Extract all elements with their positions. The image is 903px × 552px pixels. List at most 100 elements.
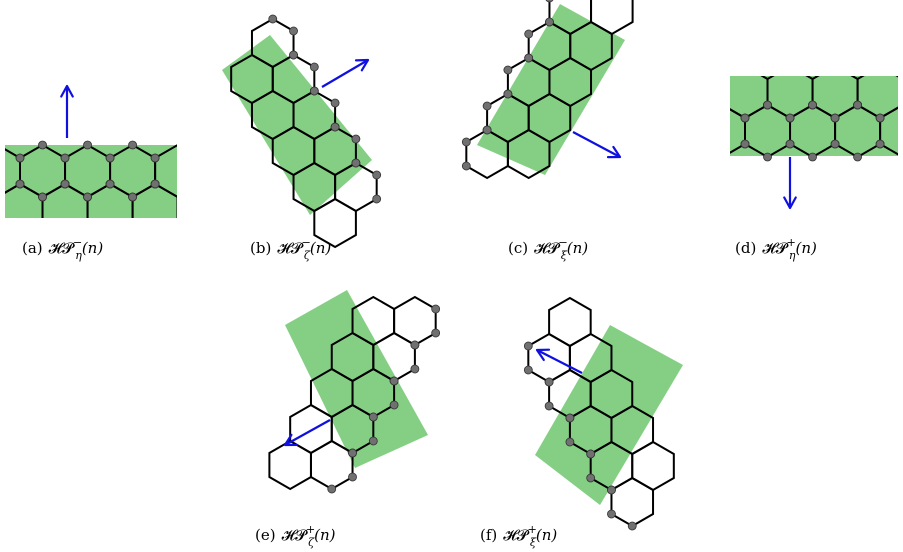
boundary-vertex: [372, 170, 382, 180]
boundary-vertex: [83, 140, 92, 150]
panel-b-hexagon-lattice: [222, 14, 382, 249]
boundary-vertex: [853, 152, 862, 162]
boundary-vertex: [565, 437, 575, 447]
caption-e: (e) 𝓗𝓟+ ζ(n): [255, 523, 336, 549]
lattice-edges: [523, 296, 675, 531]
boundary-vertex: [523, 341, 533, 351]
direction-arrow-shaft: [284, 419, 331, 446]
caption-f: (f) 𝓗𝓟+ ξ(n): [480, 523, 557, 549]
caption-a: (a) 𝓗𝓟− η(n): [22, 236, 103, 262]
boundary-vertex: [351, 134, 361, 144]
boundary-vertex: [607, 485, 616, 495]
boundary-vertex: [461, 137, 471, 147]
boundary-vertex: [368, 436, 378, 446]
boundary-vertex: [289, 50, 298, 60]
boundary-vertex: [607, 509, 616, 519]
boundary-vertex: [544, 377, 554, 387]
boundary-vertex: [351, 158, 361, 168]
boundary-vertex: [410, 364, 420, 374]
boundary-vertex: [503, 65, 513, 75]
boundary-vertex: [524, 29, 534, 39]
boundary-vertex: [830, 113, 840, 123]
caption-b: (b) 𝓗𝓟− ζ(n): [250, 236, 331, 262]
boundary-vertex: [60, 153, 70, 163]
boundary-vertex: [524, 53, 534, 63]
boundary-vertex: [330, 98, 340, 108]
direction-arrow-head: [283, 433, 299, 447]
boundary-vertex: [128, 192, 137, 202]
boundary-vertex: [565, 413, 575, 423]
boundary-vertex: [309, 86, 319, 96]
boundary-vertex: [268, 14, 278, 24]
panel-c-hexagon-lattice: [461, 0, 634, 180]
boundary-vertex: [763, 100, 772, 110]
boundary-vertex: [289, 26, 298, 36]
boundary-vertex: [482, 125, 492, 135]
boundary-vertex: [785, 139, 795, 149]
boundary-vertex: [327, 484, 337, 494]
hexagon-cell: [313, 197, 357, 249]
boundary-vertex: [482, 101, 492, 111]
boundary-vertex: [523, 365, 533, 375]
boundary-vertex: [853, 100, 862, 110]
boundary-vertex: [627, 521, 637, 531]
boundary-vertex: [38, 192, 47, 202]
boundary-vertex: [368, 412, 378, 422]
panel-d-hexagon-lattice: [677, 66, 898, 210]
hexagon-cell: [677, 66, 722, 118]
panel-a-hexagon-lattice: [5, 84, 268, 236]
boundary-vertex: [60, 179, 70, 189]
boundary-vertex: [330, 122, 340, 132]
direction-arrow-head: [354, 58, 370, 72]
lattice-region: [5, 145, 177, 218]
boundary-vertex: [348, 448, 357, 458]
boundary-vertex: [740, 113, 750, 123]
boundary-vertex: [503, 89, 513, 99]
boundary-vertex: [785, 113, 795, 123]
boundary-vertex: [544, 401, 554, 411]
hexagon-cell: [223, 184, 268, 236]
boundary-vertex: [150, 153, 160, 163]
lattice-region: [730, 76, 898, 156]
boundary-vertex: [309, 62, 319, 72]
boundary-vertex: [431, 304, 441, 314]
hexagon-cell: [548, 296, 592, 348]
boundary-vertex: [389, 400, 399, 410]
boundary-vertex: [150, 179, 160, 189]
lattice-edges: [268, 295, 441, 494]
lattice-region: [477, 4, 625, 175]
hexagon-cell: [590, 0, 634, 36]
boundary-vertex: [389, 376, 399, 386]
boundary-vertex: [372, 194, 382, 204]
boundary-vertex: [875, 139, 885, 149]
caption-d: (d) 𝓗𝓟+ η(n): [735, 236, 817, 262]
boundary-vertex: [740, 139, 750, 149]
lattice-edges: [461, 0, 634, 180]
boundary-vertex: [586, 473, 596, 483]
direction-arrow-head: [535, 348, 551, 362]
boundary-vertex: [830, 139, 840, 149]
boundary-vertex: [410, 340, 420, 350]
boundary-vertex: [808, 100, 817, 110]
direction-arrow-head: [606, 145, 622, 159]
hexagon-cell: [176, 196, 177, 218]
boundary-vertex: [875, 113, 885, 123]
boundary-vertex: [545, 17, 554, 27]
boundary-vertex: [348, 472, 357, 482]
boundary-vertex: [586, 449, 596, 459]
boundary-vertex: [38, 140, 47, 150]
boundary-vertex: [763, 152, 772, 162]
panel-e-hexagon-lattice: [268, 290, 441, 494]
direction-arrow-head: [60, 84, 74, 98]
direction-arrow-shaft: [572, 131, 621, 158]
lattice-edges: [230, 14, 382, 249]
boundary-vertex: [83, 192, 92, 202]
boundary-vertex: [431, 328, 441, 338]
direction-arrow-head: [783, 196, 797, 210]
caption-c: (c) 𝓗𝓟− ξ(n): [508, 236, 588, 262]
hexagon-cell: [200, 145, 245, 197]
boundary-vertex: [461, 161, 471, 171]
direction-arrow-shaft: [321, 59, 369, 88]
boundary-vertex: [105, 179, 115, 189]
